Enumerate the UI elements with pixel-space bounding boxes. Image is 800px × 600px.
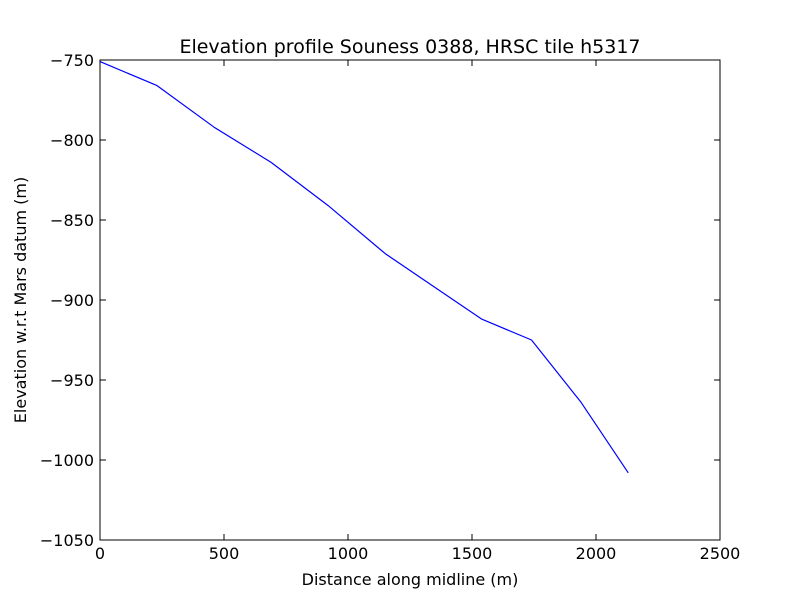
y-tick-label: −900 xyxy=(50,291,94,310)
x-tick-label: 1500 xyxy=(452,544,493,563)
y-tick-label: −1050 xyxy=(40,531,94,550)
plot-area-frame xyxy=(99,59,721,541)
series-layer xyxy=(99,61,629,474)
y-axis-label: Elevation w.r.t Mars datum (m) xyxy=(11,177,30,423)
tick-layer: 0 500 1000 1500 2000 2500 −750 −800 −850 −900 −950… xyxy=(40,51,740,563)
x-tick-label: 0 xyxy=(95,544,105,563)
y-tick-label: −950 xyxy=(50,371,94,390)
elevation-line xyxy=(99,61,629,474)
y-tick-label: −850 xyxy=(50,211,94,230)
chart-title: Elevation profile Souness 0388, HRSC til… xyxy=(179,36,640,58)
x-axis-label: Distance along midline (m) xyxy=(302,570,519,589)
x-tick-label: 2000 xyxy=(576,544,617,563)
y-tick-label: −750 xyxy=(50,51,94,70)
y-tick-label: −800 xyxy=(50,131,94,150)
x-tick-label: 1000 xyxy=(328,544,369,563)
x-tick-label: 2500 xyxy=(700,544,741,563)
y-tick-label: −1000 xyxy=(40,451,94,470)
x-tick-label: 500 xyxy=(209,544,240,563)
